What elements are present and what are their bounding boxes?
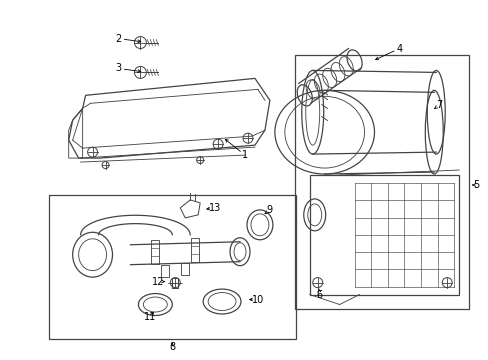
Text: 9: 9 <box>266 205 272 215</box>
Bar <box>191 238 199 262</box>
Text: 8: 8 <box>169 342 175 352</box>
Bar <box>161 265 169 276</box>
Bar <box>181 263 189 275</box>
Text: 12: 12 <box>152 276 164 287</box>
Text: 1: 1 <box>242 150 247 160</box>
Text: 11: 11 <box>144 312 156 323</box>
Bar <box>151 240 159 264</box>
Text: 10: 10 <box>251 294 264 305</box>
Text: 3: 3 <box>115 63 122 73</box>
Text: 13: 13 <box>208 203 221 213</box>
Text: 7: 7 <box>435 100 442 110</box>
Bar <box>294 55 468 310</box>
Text: 6: 6 <box>316 289 322 300</box>
Text: 4: 4 <box>396 44 402 54</box>
Bar <box>309 175 458 294</box>
Text: 2: 2 <box>115 33 122 44</box>
Bar <box>49 195 295 339</box>
Text: 5: 5 <box>472 180 478 190</box>
Bar <box>172 278 178 288</box>
